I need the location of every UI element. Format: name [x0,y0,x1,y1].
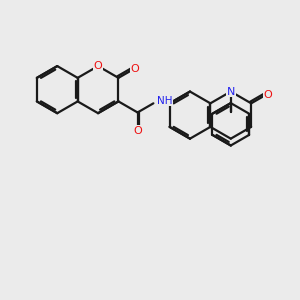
Text: O: O [94,61,102,71]
Text: O: O [133,126,142,136]
Text: N: N [226,87,235,97]
Text: O: O [130,64,139,74]
Text: NH: NH [157,96,172,106]
Text: O: O [264,90,272,100]
